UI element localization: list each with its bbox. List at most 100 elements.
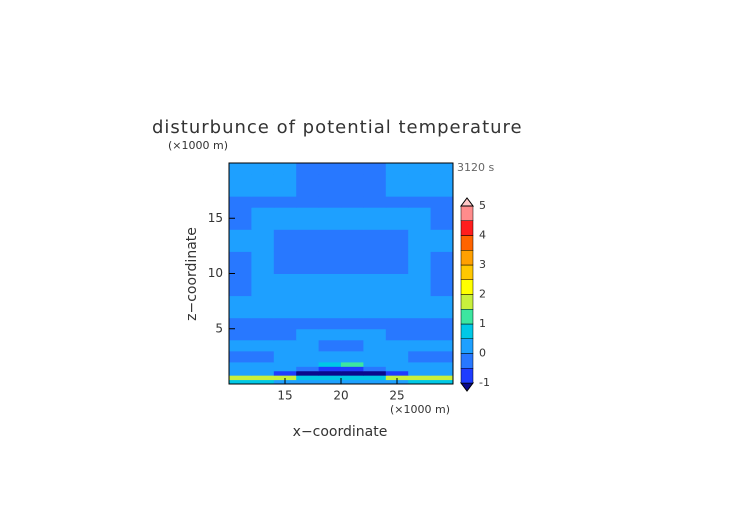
field-cell — [296, 370, 320, 376]
colorbar-band — [460, 264, 474, 280]
colorbar-band — [460, 279, 474, 295]
field-cell — [363, 328, 387, 341]
field-cell — [318, 370, 342, 376]
field-cell — [341, 229, 364, 252]
x-tick-label: 20 — [333, 389, 348, 403]
field-cell — [385, 251, 409, 274]
field-cell — [229, 339, 252, 352]
field-cell — [251, 366, 275, 372]
field-cell — [296, 174, 320, 186]
field-cell — [296, 366, 320, 372]
field-cell — [251, 229, 275, 252]
field-cell — [430, 366, 454, 372]
field-cell — [251, 370, 275, 376]
field-cell — [363, 251, 387, 274]
field-cell — [408, 370, 432, 376]
field-cell — [385, 185, 409, 197]
field-cell — [341, 174, 364, 186]
field-cell — [229, 328, 252, 341]
field-cell — [408, 379, 432, 385]
field-cell — [408, 273, 432, 297]
field-cell — [363, 273, 387, 297]
field-cell — [229, 295, 252, 319]
field-cell — [408, 350, 432, 363]
field-cell — [430, 251, 454, 274]
field-cell — [296, 328, 320, 341]
field-cell — [296, 196, 320, 208]
field-cell — [273, 366, 297, 372]
colorbar-band — [460, 220, 474, 236]
field-cell — [341, 163, 364, 175]
colorbar-tick-label: 5 — [479, 199, 486, 212]
field-cell — [363, 361, 387, 367]
field-cell — [229, 370, 252, 376]
field-cell — [318, 295, 342, 319]
field-cell — [408, 339, 432, 352]
colorbar-band — [460, 323, 474, 339]
field-cell — [430, 196, 454, 208]
colorbar-over — [460, 197, 474, 207]
field-cell — [341, 207, 364, 230]
y-tick-label: 15 — [208, 211, 223, 225]
field-cell — [229, 163, 252, 175]
field-cell — [363, 174, 387, 186]
field-cell — [363, 370, 387, 376]
field-cell — [318, 196, 342, 208]
field-cell — [296, 350, 320, 363]
field-cell — [296, 251, 320, 274]
field-cell — [296, 295, 320, 319]
x-tick-label: 25 — [389, 389, 404, 403]
colorbar-band — [460, 309, 474, 325]
field-cell — [430, 163, 454, 175]
field-cell — [229, 375, 252, 381]
field-cell — [430, 370, 454, 376]
field-cell — [273, 174, 297, 186]
colorbar-band — [460, 205, 474, 221]
colorbar-tick-label: -1 — [479, 376, 490, 389]
field-cell — [318, 185, 342, 197]
field-cell — [363, 196, 387, 208]
field-cell — [341, 185, 364, 197]
field-cell — [273, 185, 297, 197]
field-cell — [408, 196, 432, 208]
field-cell — [229, 174, 252, 186]
x-tick-label: 15 — [277, 389, 292, 403]
field-cell — [318, 207, 342, 230]
field-cell — [430, 174, 454, 186]
field-cell — [430, 375, 454, 381]
field-cell — [341, 328, 364, 341]
field-cell — [341, 196, 364, 208]
field-cell — [363, 163, 387, 175]
field-cell — [363, 317, 387, 330]
field-cell — [273, 163, 297, 175]
field-cell — [385, 163, 409, 175]
field-cell — [273, 328, 297, 341]
field-cell — [318, 375, 342, 381]
field-cell — [385, 273, 409, 297]
field-cell — [318, 251, 342, 274]
field-cell — [408, 229, 432, 252]
field-cell — [318, 339, 342, 352]
time-label: 3120 s — [457, 161, 494, 174]
field-cell — [385, 350, 409, 363]
field-cell — [341, 273, 364, 297]
field-cell — [430, 273, 454, 297]
field-cell — [318, 328, 342, 341]
field-cell — [318, 174, 342, 186]
x-unit: (×1000 m) — [390, 403, 450, 416]
field-cell — [363, 379, 387, 385]
field-cell — [273, 273, 297, 297]
field-cell — [296, 317, 320, 330]
field-cell — [385, 375, 409, 381]
field-cell — [229, 196, 252, 208]
field-cell — [273, 375, 297, 381]
field-cell — [430, 339, 454, 352]
field-cell — [229, 207, 252, 230]
field-cell — [341, 361, 364, 367]
field-cell — [363, 339, 387, 352]
field-cell — [430, 361, 454, 367]
field-cell — [341, 339, 364, 352]
colorbar-band — [460, 338, 474, 354]
field-cell — [408, 361, 432, 367]
